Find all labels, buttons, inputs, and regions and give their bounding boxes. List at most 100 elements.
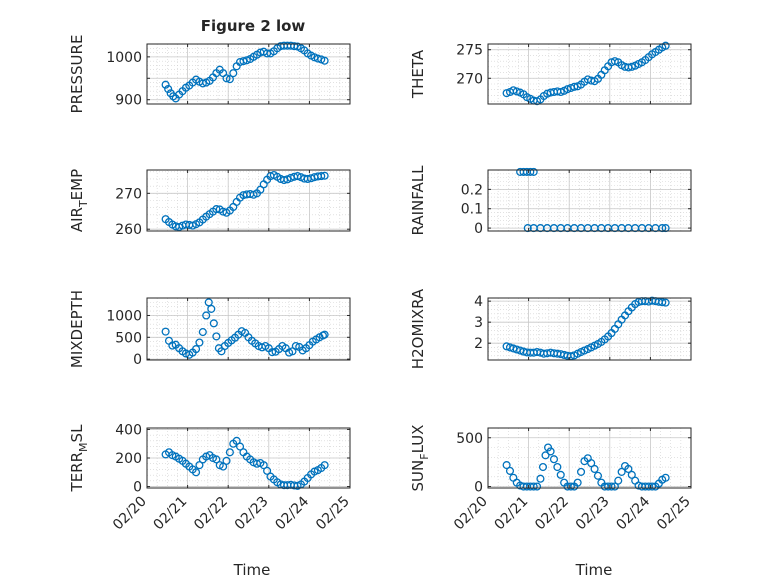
data-point bbox=[505, 466, 515, 475]
y-tick-label: 0 bbox=[474, 480, 483, 496]
y-tick-label: 2 bbox=[474, 336, 483, 352]
x-tick-label: 02/24 bbox=[272, 493, 312, 533]
data-point bbox=[658, 298, 667, 307]
data-point bbox=[661, 41, 670, 50]
data-point bbox=[610, 57, 619, 66]
x-tick-label: 02/21 bbox=[151, 494, 191, 534]
data-point bbox=[590, 464, 599, 474]
data-point bbox=[225, 75, 234, 84]
data-point bbox=[259, 461, 268, 470]
data-point bbox=[624, 464, 633, 474]
data-point bbox=[222, 74, 231, 83]
data-point bbox=[222, 456, 231, 465]
data-point bbox=[195, 338, 204, 347]
panel-mixdepth: 0 500 1000 MIXDEPTH bbox=[68, 290, 351, 368]
data-point bbox=[320, 56, 329, 65]
data-point bbox=[614, 476, 623, 485]
data-point bbox=[509, 86, 518, 95]
data-point bbox=[164, 84, 173, 94]
minor-grid bbox=[488, 169, 691, 231]
data-point bbox=[320, 171, 329, 180]
x-tick-label: 02/20 bbox=[451, 494, 491, 534]
series-markers bbox=[502, 41, 670, 106]
series-markers bbox=[161, 170, 329, 232]
data-point bbox=[563, 85, 572, 94]
data-point bbox=[235, 442, 245, 451]
x-tick-label: 02/22 bbox=[191, 494, 231, 534]
y-tick-label: 275 bbox=[456, 43, 483, 59]
y-axis-label: TERRMSL bbox=[68, 424, 90, 493]
y-tick-label: 0 bbox=[133, 352, 142, 368]
axes-box bbox=[146, 169, 351, 232]
y-axis-label: AIRTEMP bbox=[68, 169, 90, 232]
panel-rainfall: 0 0.1 0.2 RAINFALL bbox=[409, 165, 692, 237]
data-point bbox=[291, 341, 300, 351]
y-axis-label: H2OMIXRA bbox=[409, 288, 427, 369]
data-point bbox=[538, 462, 548, 472]
y-tick-label: 400 bbox=[115, 422, 142, 438]
y-tick-label: 0.2 bbox=[461, 182, 483, 198]
data-point bbox=[198, 328, 207, 337]
x-tick-label: 02/21 bbox=[492, 494, 532, 534]
y-tick-label: 200 bbox=[115, 451, 142, 467]
axes-box bbox=[487, 297, 692, 361]
data-point bbox=[536, 474, 545, 483]
x-tick-label: 02/25 bbox=[313, 494, 353, 534]
data-point bbox=[576, 467, 586, 476]
data-point bbox=[533, 482, 542, 491]
data-point bbox=[570, 82, 579, 91]
axes-box bbox=[487, 169, 692, 232]
axes-box bbox=[146, 43, 351, 105]
y-tick-label: 270 bbox=[115, 186, 142, 202]
y-tick-label: 270 bbox=[456, 71, 483, 87]
data-point bbox=[529, 482, 538, 491]
data-point bbox=[566, 482, 575, 491]
y-tick-label: 500 bbox=[456, 431, 483, 447]
panel-sun-flux: 0 500 02/20 02/21 02/22 02/23 02/24 02/25 SUNFLU… bbox=[409, 425, 694, 534]
data-point bbox=[512, 87, 521, 96]
data-point bbox=[161, 80, 170, 89]
data-point bbox=[202, 311, 211, 320]
x-tick-label: 02/23 bbox=[573, 494, 613, 534]
y-axis-label: PRESSURE bbox=[68, 35, 86, 114]
data-point bbox=[627, 470, 636, 479]
y-tick-label: 4 bbox=[474, 294, 483, 310]
data-point bbox=[526, 167, 535, 176]
y-axis-label: SUNFLUX bbox=[409, 425, 431, 492]
data-point bbox=[529, 167, 538, 176]
data-point bbox=[627, 62, 636, 71]
data-point bbox=[212, 332, 221, 341]
data-point bbox=[192, 345, 201, 354]
series-markers bbox=[502, 443, 670, 491]
data-point bbox=[502, 461, 511, 470]
x-tick-label: 02/24 bbox=[613, 493, 653, 533]
data-point bbox=[212, 205, 221, 214]
y-axis-label: MIXDEPTH bbox=[68, 290, 86, 368]
data-point bbox=[593, 471, 603, 480]
subplot-grid: 900 1000 PRESSURE 270 275 THETA 260 270 AIRTEMP 0… bbox=[68, 35, 694, 534]
data-point bbox=[268, 348, 277, 357]
data-point bbox=[661, 298, 670, 307]
data-point bbox=[212, 455, 221, 464]
data-point bbox=[263, 466, 272, 475]
panel-pressure: 900 1000 PRESSURE bbox=[68, 35, 351, 114]
y-tick-label: 500 bbox=[115, 330, 142, 346]
data-point bbox=[320, 461, 329, 470]
y-tick-label: 260 bbox=[115, 222, 142, 238]
data-point bbox=[648, 482, 657, 491]
panel-terr-msl: 0 200 400 02/20 02/21 02/22 02/23 02/24 02/25 TER… bbox=[68, 422, 353, 533]
x-tick-label: 02/23 bbox=[232, 494, 272, 534]
data-point bbox=[207, 304, 216, 313]
data-point bbox=[198, 79, 207, 88]
panel-h2omixra: 2 3 4 H2OMIXRA bbox=[409, 288, 692, 369]
y-axis-label: THETA bbox=[409, 49, 427, 99]
panel-theta: 270 275 THETA bbox=[409, 41, 692, 106]
data-point bbox=[195, 461, 204, 470]
data-point bbox=[541, 451, 550, 460]
axes-box bbox=[146, 297, 351, 361]
data-point bbox=[161, 327, 170, 336]
x-tick-label: 02/25 bbox=[654, 494, 694, 534]
data-point bbox=[320, 330, 329, 339]
data-point bbox=[168, 341, 177, 350]
data-point bbox=[556, 87, 565, 97]
